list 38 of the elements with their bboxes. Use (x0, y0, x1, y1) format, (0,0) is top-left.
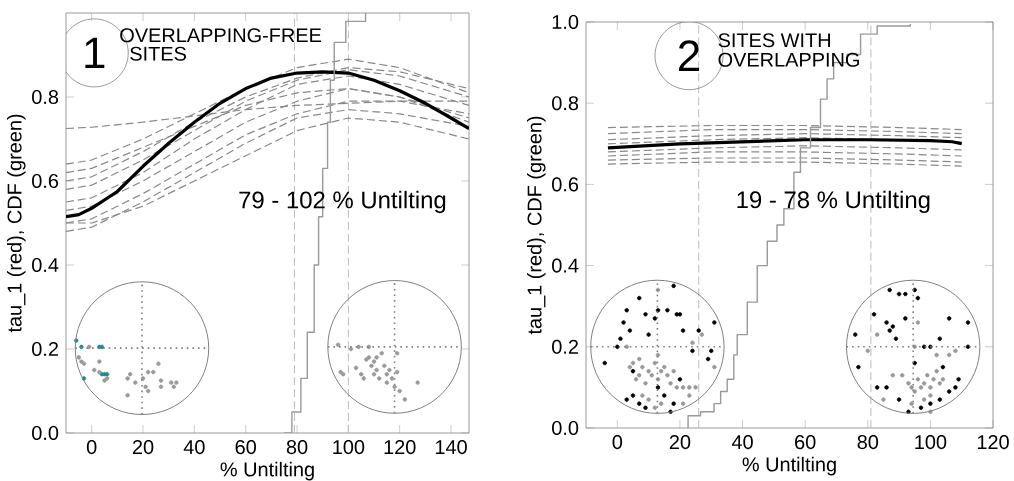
y-tick-label: 0.2 (32, 341, 58, 357)
y-tick-label: 0.6 (552, 177, 579, 192)
y-tick-label: 0.4 (552, 258, 579, 273)
x-tick-label: 0 (86, 440, 97, 455)
annotation: 1 (85, 37, 105, 68)
y-tick-label: 0.2 (552, 339, 578, 354)
y-tick-label: 0.6 (32, 173, 59, 189)
x-tick-label: 40 (183, 440, 205, 455)
x-tick-label: 120 (384, 440, 416, 455)
x-tick-label: 100 (915, 435, 947, 450)
annotation: 79 - 102 % Untilting (239, 190, 446, 214)
annotation: SITES WITH (718, 33, 830, 48)
x-tick-label: 100 (333, 440, 365, 455)
annotation: OVERLAPPING (718, 52, 859, 67)
y-tick-label: 0.4 (32, 257, 59, 273)
y-tick-label: 0.0 (552, 420, 579, 436)
x-tick-label: 20 (132, 440, 154, 455)
x-tick-label: 60 (235, 440, 256, 455)
annotation: SITES (130, 46, 186, 61)
x-tick-label: 80 (286, 440, 308, 455)
x-axis-title: % Untilting (742, 456, 836, 476)
x-tick-label: 40 (731, 435, 753, 450)
y-tick-label: 0.8 (32, 89, 59, 105)
annotation: 2 (679, 40, 700, 71)
x-tick-label: 0 (612, 435, 623, 450)
y-tick-label: 0.0 (32, 425, 59, 441)
x-tick-label: 80 (857, 435, 879, 450)
y-axis-title: tau_1 (red), CDF (green) (6, 114, 26, 333)
annotation: 19 - 78 % Untilting (737, 190, 930, 214)
x-axis-title: % Untilting (220, 461, 314, 481)
y-tick-label: 0.8 (552, 96, 579, 111)
x-tick-label: 120 (977, 435, 1009, 450)
x-tick-label: 140 (435, 440, 467, 455)
x-tick-label: 60 (795, 435, 816, 450)
annotation: OVERLAPPING-FREE (120, 28, 322, 43)
x-tick-label: 20 (669, 435, 691, 450)
y-axis-title: tau_1 (red), CDF (green) (526, 116, 546, 335)
y-tick-label: 1.0 (552, 14, 579, 30)
